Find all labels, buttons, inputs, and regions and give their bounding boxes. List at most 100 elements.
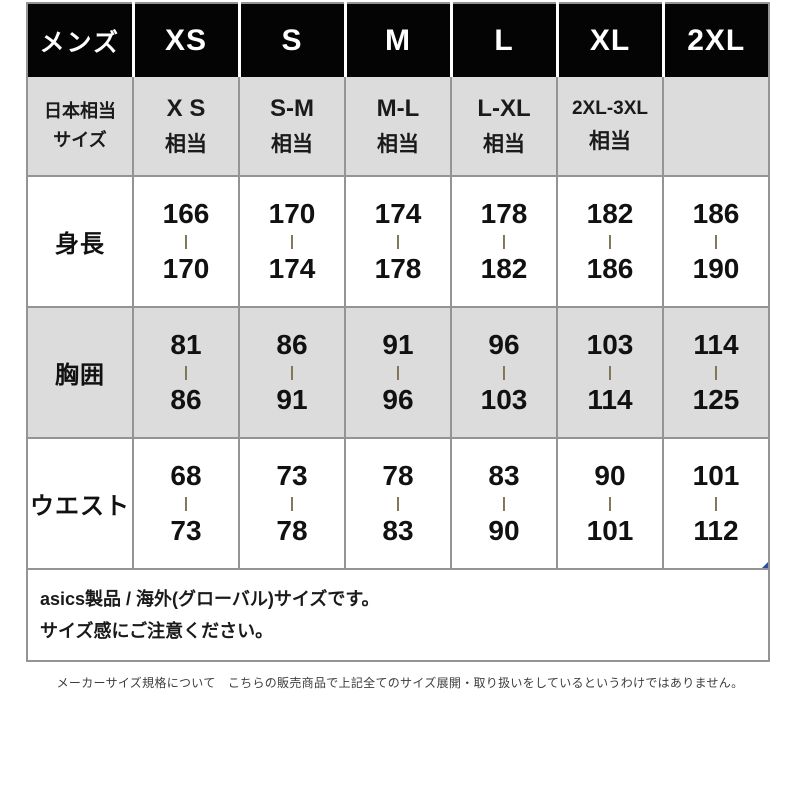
range-min: 68 <box>170 459 202 491</box>
range-min: 78 <box>382 459 414 491</box>
range-max: 103 <box>480 384 528 415</box>
japan-size-cell-xl: 2XL-3XL 相当 <box>556 77 664 177</box>
japan-size-row-label: 日本相当 サイズ <box>26 77 134 177</box>
range-max: 78 <box>276 515 308 546</box>
range-min: 186 <box>692 197 740 229</box>
range-separator: | <box>607 233 613 250</box>
range-max: 101 <box>586 515 634 546</box>
note-line-2: サイズ感にご注意ください。 <box>40 621 274 641</box>
japan-size-suffix: 相当 <box>483 132 525 156</box>
range-min: 103 <box>586 328 634 360</box>
range-min: 96 <box>488 328 520 360</box>
range-max: 170 <box>162 253 210 284</box>
range-min: 83 <box>488 459 520 491</box>
japan-size-cell-xs: X S 相当 <box>132 77 240 177</box>
range-separator: | <box>713 495 719 512</box>
height-cell-l: 178 | 182 <box>450 175 558 308</box>
japan-size-label-line2: サイズ <box>53 130 107 150</box>
range-min: 81 <box>170 328 202 360</box>
note-row: asics製品 / 海外(グローバル)サイズです。 サイズ感にご注意ください。 <box>26 568 770 662</box>
range-max: 182 <box>480 253 528 284</box>
range-min: 114 <box>693 328 739 360</box>
waist-cell-l: 83 | 90 <box>450 437 558 570</box>
japan-size-cell-s: S-M 相当 <box>238 77 346 177</box>
japan-size-suffix: 相当 <box>271 132 313 156</box>
range-max: 174 <box>268 253 316 284</box>
range-separator: | <box>713 233 719 250</box>
range-separator: | <box>395 364 401 381</box>
range-separator: | <box>183 233 189 250</box>
range-separator: | <box>501 233 507 250</box>
header-cell-l: L <box>451 3 559 77</box>
range-min: 73 <box>276 459 308 491</box>
range-max: 90 <box>488 515 520 546</box>
japan-size-suffix: 相当 <box>589 129 631 153</box>
range-separator: | <box>501 364 507 381</box>
japan-size-value: X S <box>166 95 206 123</box>
note-cell: asics製品 / 海外(グローバル)サイズです。 サイズ感にご注意ください。 <box>26 568 770 662</box>
range-min: 101 <box>692 459 740 491</box>
range-max: 91 <box>276 384 308 415</box>
header-cell-xl: XL <box>557 3 665 77</box>
japan-size-suffix: 相当 <box>377 132 419 156</box>
range-max: 83 <box>382 515 414 546</box>
range-min: 90 <box>594 459 626 491</box>
range-separator: | <box>607 364 613 381</box>
range-separator: | <box>289 233 295 250</box>
height-cell-m: 174 | 178 <box>344 175 452 308</box>
chest-cell-2xl: 114 | 125 <box>662 306 770 439</box>
waist-cell-m: 78 | 83 <box>344 437 452 570</box>
height-row: 身長 166 | 170 170 | 174 174 | 178 178 <box>26 175 770 308</box>
range-separator: | <box>395 495 401 512</box>
range-min: 182 <box>586 197 634 229</box>
range-max: 114 <box>587 384 633 415</box>
range-separator: | <box>183 364 189 381</box>
note-line-1: asics製品 / 海外(グローバル)サイズです。 <box>40 588 380 609</box>
range-separator: | <box>501 495 507 512</box>
waist-cell-s: 73 | 78 <box>238 437 346 570</box>
japan-size-suffix: 相当 <box>165 132 207 156</box>
japan-size-cell-2xl <box>662 77 770 177</box>
header-cell-m: M <box>345 3 453 77</box>
header-cell-s: S <box>239 3 347 77</box>
range-min: 174 <box>374 197 422 229</box>
range-max: 178 <box>374 253 422 284</box>
chest-cell-m: 91 | 96 <box>344 306 452 439</box>
chest-row: 胸囲 81 | 86 86 | 91 91 | 96 96 <box>26 306 770 439</box>
range-max: 96 <box>382 384 414 415</box>
range-max: 73 <box>170 515 202 546</box>
range-separator: | <box>607 495 613 512</box>
height-cell-2xl: 186 | 190 <box>662 175 770 308</box>
range-min: 178 <box>480 197 528 229</box>
height-row-label: 身長 <box>26 175 134 308</box>
height-cell-s: 170 | 174 <box>238 175 346 308</box>
chest-cell-xs: 81 | 86 <box>132 306 240 439</box>
range-max: 186 <box>586 253 634 284</box>
japan-size-value: L-XL <box>477 95 531 123</box>
range-min: 86 <box>276 328 308 360</box>
waist-cell-xl: 90 | 101 <box>556 437 664 570</box>
japan-size-value: S-M <box>270 95 314 123</box>
size-chart-table: メンズ XS S M L XL 2XL 日本相当 サイズ X S 相当 S-M <box>26 2 770 662</box>
range-max: 190 <box>692 253 740 284</box>
japan-size-cell-l: L-XL 相当 <box>450 77 558 177</box>
range-separator: | <box>289 364 295 381</box>
maker-size-caption: メーカーサイズ規格について こちらの販売商品で上記全てのサイズ展開・取り扱いをし… <box>56 676 744 690</box>
chest-row-label: 胸囲 <box>26 306 134 439</box>
range-max: 86 <box>170 384 202 415</box>
chest-cell-xl: 103 | 114 <box>556 306 664 439</box>
waist-row-label: ウエスト <box>26 437 134 570</box>
range-separator: | <box>395 233 401 250</box>
header-cell-2xl: 2XL <box>663 3 770 77</box>
height-cell-xs: 166 | 170 <box>132 175 240 308</box>
range-min: 91 <box>382 328 414 360</box>
japan-size-cell-m: M-L 相当 <box>344 77 452 177</box>
header-cell-mens: メンズ <box>27 3 135 77</box>
japan-size-value: 2XL-3XL <box>571 98 649 119</box>
waist-row: ウエスト 68 | 73 73 | 78 78 | 83 83 <box>26 437 770 570</box>
japan-size-value: M-L <box>376 95 420 123</box>
range-separator: | <box>713 364 719 381</box>
japan-size-label-line1: 日本相当 <box>44 101 116 122</box>
chest-cell-l: 96 | 103 <box>450 306 558 439</box>
